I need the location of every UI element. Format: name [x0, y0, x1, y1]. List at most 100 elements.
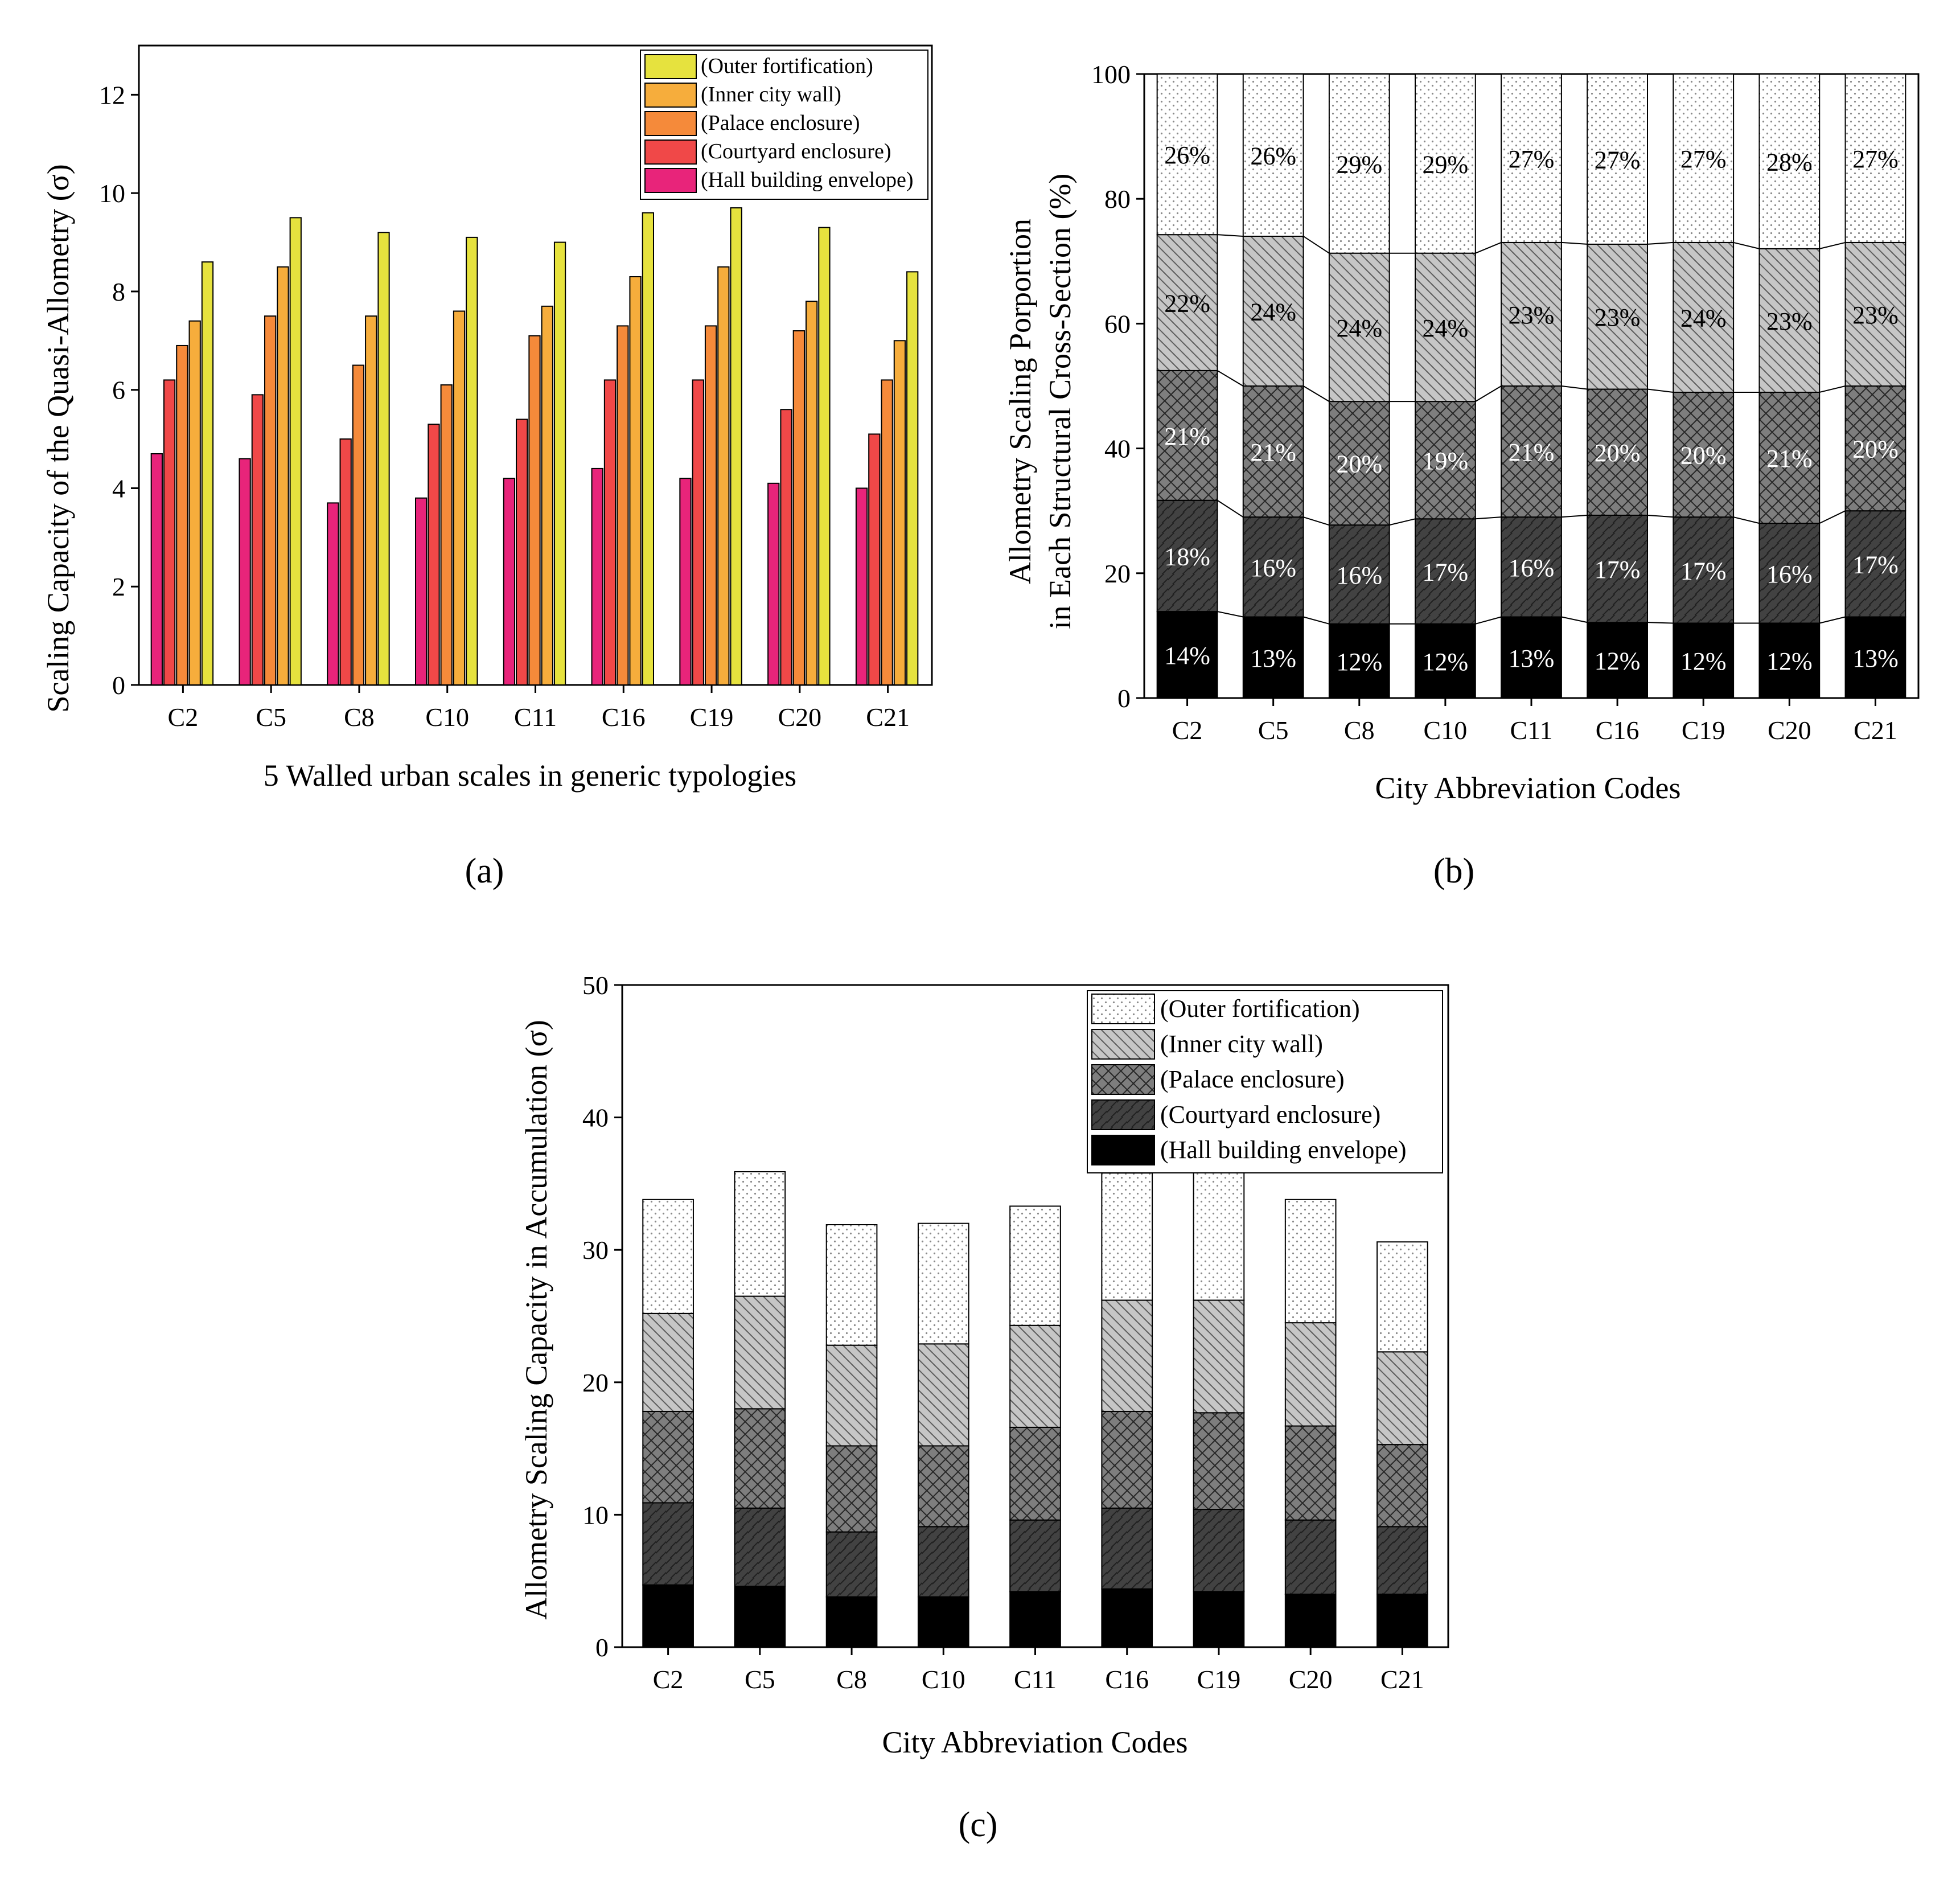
panel-a-legend-label: (Outer fortification) — [701, 54, 873, 78]
panel-a-bar — [679, 478, 692, 686]
panel-c-bar-segment — [642, 1199, 694, 1314]
panel-a-bar — [792, 330, 805, 686]
panel-c-bar-segment — [1009, 1324, 1061, 1428]
panel-c-bar-segment — [1009, 1519, 1061, 1593]
panel-c-ytick-label: 50 — [582, 971, 609, 1000]
panel-c-bar-segment — [917, 1445, 969, 1528]
panel-c-bar-segment — [642, 1502, 694, 1586]
panel-b-percent-label: 23% — [1766, 307, 1813, 335]
panel-c-bar-segment — [917, 1526, 969, 1598]
panel-b-percent-label: 12% — [1423, 648, 1469, 676]
panel-b-percent-label: 16% — [1250, 554, 1296, 582]
panel-b-connector-line — [1475, 616, 1502, 625]
panel-b-percent-label: 17% — [1680, 557, 1727, 585]
panel-b-bar-segment — [1328, 524, 1390, 625]
panel-a-legend-swatch — [644, 111, 697, 136]
panel-c-bar-segment — [1376, 1351, 1428, 1446]
panel-a-xtick-label: C19 — [690, 703, 734, 732]
panel-b-bar-segment — [1415, 252, 1476, 403]
panel-b-bar-segment — [1415, 401, 1476, 520]
panel-b-percent-label: 19% — [1423, 447, 1469, 475]
panel-a-legend-label: (Hall building envelope) — [701, 168, 914, 192]
panel-b-ytick-label: 60 — [1104, 309, 1131, 338]
panel-a-xtick-label: C5 — [256, 703, 286, 732]
panel-b-connector-line — [1303, 616, 1330, 625]
panel-b-ylabel-line2: in Each Structural Cross-Section (%) — [1043, 174, 1077, 630]
panel-a-bar — [603, 379, 617, 686]
panel-b-percent-label: 24% — [1250, 298, 1296, 326]
panel-a-bar — [365, 315, 377, 686]
panel-b-connector-line — [1819, 510, 1846, 524]
panel-b-bar-segment — [1501, 73, 1562, 243]
panel-b-bar-segment — [1328, 623, 1390, 699]
panel-b-ytick-label: 20 — [1104, 559, 1131, 588]
panel-c-ytick-label: 30 — [582, 1236, 609, 1265]
panel-b-xtick-label: C16 — [1596, 716, 1640, 745]
panel-b-bar-segment — [1844, 510, 1906, 618]
panel-b-bar-segment — [1501, 385, 1562, 518]
panel-b-connector-line — [1733, 241, 1760, 249]
panel-a-bar — [818, 227, 831, 686]
panel-b-label-text: (b) — [1433, 852, 1474, 890]
panel-c-xtick-label: C20 — [1289, 1665, 1333, 1694]
panel-a-bar — [415, 497, 428, 686]
panel-b-bar-segment — [1328, 252, 1390, 403]
panel-c-bar-segment — [1009, 1591, 1061, 1648]
panel-c-ytick-label: 10 — [582, 1500, 609, 1529]
panel-a-bar — [553, 241, 566, 686]
panel-b-connector-line — [1217, 499, 1244, 518]
panel-b-bar-segment — [1242, 516, 1304, 618]
panel-b-connector-line — [1217, 611, 1243, 618]
panel-a-bar — [868, 433, 881, 686]
panel-a-bar — [692, 379, 704, 686]
panel-c-bar-segment — [1101, 1172, 1153, 1301]
panel-c-bar-segment — [917, 1596, 969, 1648]
panel-a-xtick-label: C2 — [168, 703, 199, 732]
panel-c-xlabel: City Abbreviation Codes — [882, 1725, 1188, 1759]
panel-c-legend-swatch — [1091, 994, 1155, 1024]
panel-b-xtick-label: C2 — [1172, 716, 1203, 745]
panel-a-bar — [642, 212, 654, 686]
panel-b-connector-line — [1303, 385, 1330, 402]
panel-a-bar — [704, 325, 717, 686]
panel-b-connector-line — [1647, 388, 1674, 393]
panel-a-legend-swatch — [644, 168, 697, 193]
panel-b-xtick-label: C11 — [1510, 716, 1553, 745]
panel-b-percent-label: 20% — [1852, 436, 1899, 463]
panel-b-percent-label: 24% — [1680, 304, 1727, 332]
panel-c-chart: 0 10 20 30 40 50 C2 C5 C8 C10 C11 C16 C19 C20 C21 (Oute… — [519, 971, 1449, 1844]
panel-c-legend-swatch — [1091, 1064, 1155, 1095]
panel-b-ytick-label: 100 — [1091, 60, 1131, 89]
panel-a-ytick-label: 8 — [112, 277, 125, 306]
panel-b-bar-segment — [1844, 241, 1906, 387]
panel-a-bar — [629, 276, 642, 686]
panel-a-bar — [855, 487, 868, 686]
panel-b-ytick-label: 40 — [1104, 434, 1131, 463]
panel-c-xtick-label: C19 — [1197, 1665, 1241, 1694]
panel-b-connector-line — [1647, 241, 1674, 245]
panel-b-percent-label: 24% — [1423, 314, 1469, 342]
panel-b-percent-label: 26% — [1164, 141, 1210, 169]
panel-c-bar-segment — [1376, 1241, 1428, 1353]
panel-a-bar — [730, 207, 742, 686]
panel-a-legend-label: (Palace enclosure) — [701, 111, 860, 135]
panel-b-percent-label: 16% — [1766, 560, 1813, 588]
panel-b-bar-segment — [1415, 73, 1476, 254]
panel-a-label: (a) — [465, 852, 504, 890]
panel-a-bar — [339, 438, 352, 686]
panel-b-connector-line — [1303, 236, 1330, 254]
panel-b-bar-segment — [1242, 385, 1304, 518]
panel-b-bar-segment — [1844, 73, 1906, 243]
panel-a-bar — [251, 394, 264, 686]
panel-b-bar-segment — [1758, 523, 1821, 624]
panel-a-bar — [440, 384, 453, 686]
panel-b-percent-label: 20% — [1336, 450, 1382, 478]
panel-a-xlabel: 5 Walled urban scales in generic typolog… — [264, 758, 796, 793]
panel-a-bar — [176, 344, 188, 686]
panel-a-xtick-label: C16 — [602, 703, 646, 732]
panel-b-connector-line — [1561, 385, 1588, 390]
panel-a-bar — [466, 236, 478, 686]
panel-a-bar — [805, 301, 818, 686]
panel-b-percent-label: 21% — [1250, 438, 1296, 466]
